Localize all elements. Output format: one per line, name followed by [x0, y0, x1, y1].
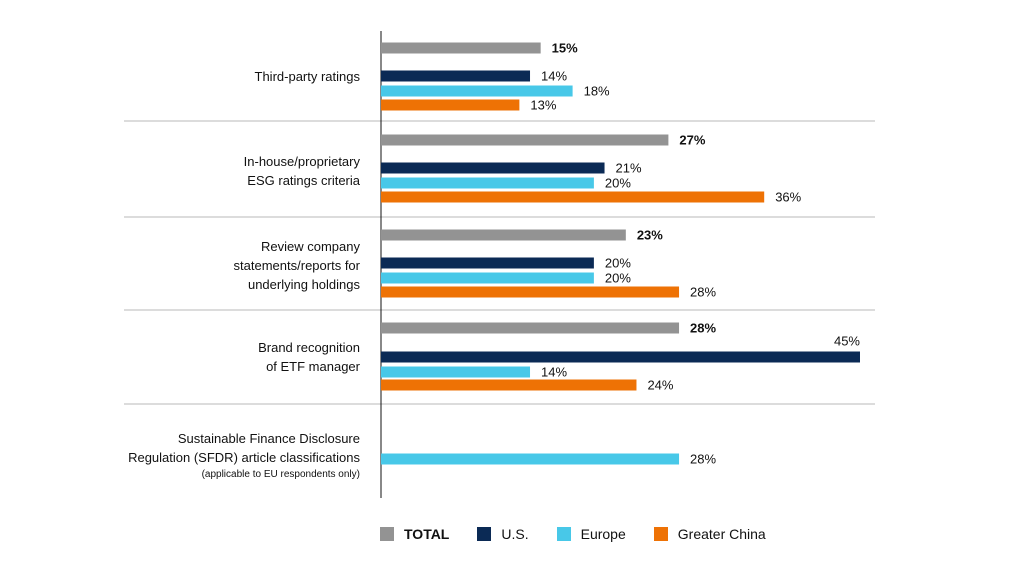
bar-value-label: 18%	[584, 84, 610, 99]
category-note: (applicable to EU respondents only)	[201, 468, 360, 480]
bar-greater-china	[381, 286, 680, 298]
legend-item: U.S.	[477, 526, 529, 542]
bar-greater-china	[381, 99, 520, 111]
bar-europe	[381, 272, 594, 284]
bar-value-label: 27%	[679, 133, 705, 148]
bar-total	[381, 229, 626, 241]
bar-value-label: 15%	[552, 41, 578, 56]
bar-value-label: 13%	[530, 98, 556, 113]
bar-value-label: 24%	[647, 378, 673, 393]
bar-value-label: 20%	[605, 271, 631, 286]
category-label: Review company statements/reports for unde…	[100, 237, 360, 294]
category-label-line: Brand recognition	[258, 340, 360, 355]
bar-value-label: 21%	[616, 161, 642, 176]
category-label: Brand recognition of ETF manager	[100, 338, 360, 376]
legend-item: TOTAL	[380, 526, 449, 542]
legend-item: Europe	[556, 526, 626, 542]
bar-value-label: 20%	[605, 256, 631, 271]
bar-total	[381, 322, 680, 334]
legend-swatch	[477, 527, 492, 541]
bar-value-label: 36%	[775, 190, 801, 205]
bar-u-s-	[381, 162, 605, 174]
bar-value-label: 14%	[541, 365, 567, 380]
category-label-line: In-house/proprietary	[243, 154, 360, 169]
bar-value-label: 28%	[690, 452, 716, 467]
legend-label: Europe	[580, 526, 626, 542]
legend-label: Greater China	[677, 526, 766, 542]
bar-u-s-	[381, 70, 531, 82]
bar-value-label: 20%	[605, 176, 631, 191]
bar-value-label: 28%	[690, 285, 716, 300]
category-label: Third-party ratings	[100, 67, 360, 86]
legend: TOTAL U.S. Europe Greater China	[380, 523, 794, 545]
category-label-line: Review company	[261, 238, 360, 254]
bar-europe	[381, 366, 531, 378]
category-label: In-house/proprietary ESG ratings criteria	[100, 152, 360, 190]
bar-value-label: 14%	[541, 69, 567, 84]
bar-value-label: 23%	[637, 228, 663, 243]
bar-u-s-	[381, 257, 594, 269]
bar-greater-china	[381, 379, 637, 391]
bar-total	[381, 42, 541, 54]
category-label-line: Sustainable Finance Disclosure	[177, 430, 360, 446]
legend-label: U.S.	[501, 526, 529, 542]
category-label-line: ESG ratings criteria	[247, 173, 360, 188]
bar-u-s-	[381, 351, 860, 363]
bar-greater-china	[381, 191, 765, 203]
category-label-line: statements/reports for	[233, 257, 360, 273]
legend-label: TOTAL	[404, 526, 450, 542]
bar-europe	[381, 85, 573, 97]
legend-swatch	[556, 527, 571, 541]
legend-swatch	[653, 527, 668, 541]
category-label-line: Third-party ratings	[254, 68, 360, 84]
bar-europe	[381, 453, 680, 465]
bar-total	[381, 134, 669, 146]
category-label-line: Regulation (SFDR) article classification…	[128, 449, 360, 465]
legend-item: Greater China	[653, 526, 766, 542]
category-label: Sustainable Finance Disclosure Regulation…	[100, 429, 360, 482]
bar-value-label: 45%	[834, 334, 860, 349]
legend-swatch	[380, 527, 394, 541]
bar-value-label: 28%	[690, 321, 716, 336]
bar-europe	[381, 177, 594, 189]
category-label-line: of ETF manager	[266, 359, 360, 374]
category-label-line: underlying holdings	[247, 276, 360, 292]
